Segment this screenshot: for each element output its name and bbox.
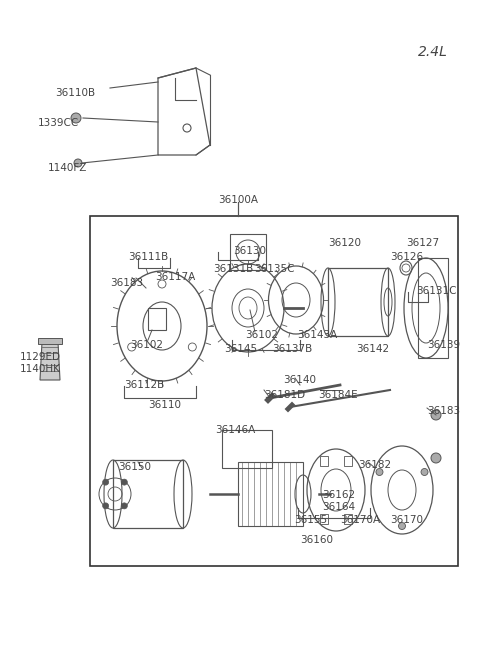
Text: 1140FZ: 1140FZ	[48, 163, 87, 173]
Text: 36102: 36102	[130, 340, 163, 350]
Text: 1140HK: 1140HK	[20, 364, 61, 374]
Text: 36150: 36150	[118, 462, 151, 472]
Text: 36111B: 36111B	[128, 252, 168, 262]
Bar	[344, 514, 352, 525]
Bar	[230, 234, 266, 270]
Polygon shape	[40, 342, 60, 380]
Text: 36143A: 36143A	[297, 330, 337, 340]
Bar	[113, 460, 183, 528]
Text: 36117A: 36117A	[155, 272, 195, 282]
Bar	[38, 338, 62, 344]
Circle shape	[431, 453, 441, 463]
Text: 36183: 36183	[110, 278, 143, 288]
Bar	[222, 430, 272, 468]
Circle shape	[398, 523, 406, 529]
Text: 36100A: 36100A	[218, 195, 258, 205]
Circle shape	[431, 410, 441, 420]
Text: 36140: 36140	[283, 375, 316, 385]
Text: 36130: 36130	[233, 246, 266, 256]
Text: 36184E: 36184E	[318, 390, 358, 400]
Text: 36170: 36170	[390, 515, 423, 525]
Circle shape	[121, 479, 127, 485]
Text: 36183: 36183	[427, 406, 460, 416]
Text: 36112B: 36112B	[124, 380, 164, 390]
Bar	[320, 456, 328, 466]
Text: 36155: 36155	[294, 515, 327, 525]
Text: 36135C: 36135C	[254, 264, 295, 274]
Bar	[320, 514, 328, 525]
Text: 1339CC: 1339CC	[38, 118, 79, 128]
Text: 36181D: 36181D	[264, 390, 305, 400]
Text: 36164: 36164	[322, 502, 355, 512]
Text: 36182: 36182	[358, 460, 391, 470]
Text: 36127: 36127	[406, 238, 439, 248]
Circle shape	[103, 479, 108, 485]
Text: 36131C: 36131C	[416, 286, 456, 296]
Text: 1129ED: 1129ED	[20, 352, 61, 362]
Bar	[418, 258, 448, 358]
Circle shape	[74, 159, 82, 167]
Text: 36126: 36126	[390, 252, 423, 262]
Text: 36137B: 36137B	[272, 344, 312, 354]
Circle shape	[103, 503, 108, 509]
Circle shape	[121, 503, 127, 509]
Circle shape	[71, 113, 81, 123]
Text: 36142: 36142	[356, 344, 389, 354]
Bar	[90, 216, 458, 566]
Text: 36170A: 36170A	[340, 515, 380, 525]
Text: 36120: 36120	[328, 238, 361, 248]
Text: 36139: 36139	[427, 340, 460, 350]
Text: 36145: 36145	[224, 344, 257, 354]
Circle shape	[376, 468, 383, 476]
Text: 36160: 36160	[300, 535, 333, 545]
Circle shape	[421, 468, 428, 476]
Text: 2.4L: 2.4L	[418, 45, 448, 59]
Text: 36131B: 36131B	[213, 264, 253, 274]
Text: 36162: 36162	[322, 490, 355, 500]
Text: 36110B: 36110B	[55, 88, 95, 98]
Bar	[238, 462, 303, 526]
Bar	[328, 268, 388, 336]
Bar	[148, 308, 166, 330]
Text: 36146A: 36146A	[215, 425, 255, 435]
Bar	[344, 456, 352, 466]
Text: 36110: 36110	[148, 400, 181, 410]
Text: 36102: 36102	[245, 330, 278, 340]
